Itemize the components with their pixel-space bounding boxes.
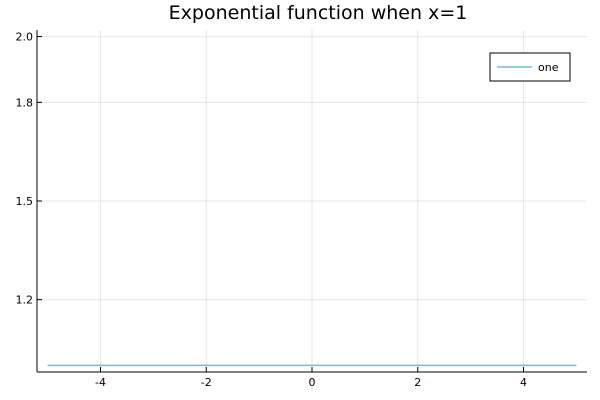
grid: [37, 30, 587, 372]
x-tick-label: 0: [309, 376, 316, 389]
x-tick-label: -2: [201, 376, 212, 389]
y-tick-label: 1.8: [16, 96, 34, 109]
chart-title: Exponential function when x=1: [169, 2, 468, 24]
y-tick-label: 1.2: [16, 294, 34, 307]
legend-label-one: one: [538, 61, 559, 74]
x-tick-label: -4: [95, 376, 106, 389]
ticks: -4 -2 0 2 4 1.2 1.5 1.8 2.0: [16, 31, 528, 389]
legend: one: [489, 52, 571, 82]
x-tick-label: 4: [520, 376, 527, 389]
y-tick-label: 1.5: [16, 195, 34, 208]
x-tick-label: 2: [414, 376, 421, 389]
y-tick-label: 2.0: [16, 31, 34, 44]
